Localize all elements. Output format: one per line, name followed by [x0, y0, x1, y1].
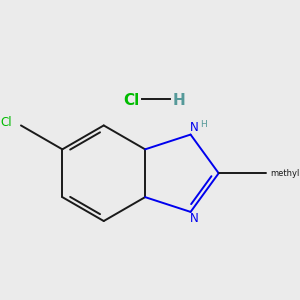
Text: N: N: [190, 122, 199, 134]
Text: N: N: [190, 212, 199, 225]
Text: H: H: [200, 120, 207, 129]
Text: H: H: [173, 93, 186, 108]
Text: Cl: Cl: [0, 116, 12, 129]
Text: methyl: methyl: [270, 169, 299, 178]
Text: Cl: Cl: [124, 93, 140, 108]
